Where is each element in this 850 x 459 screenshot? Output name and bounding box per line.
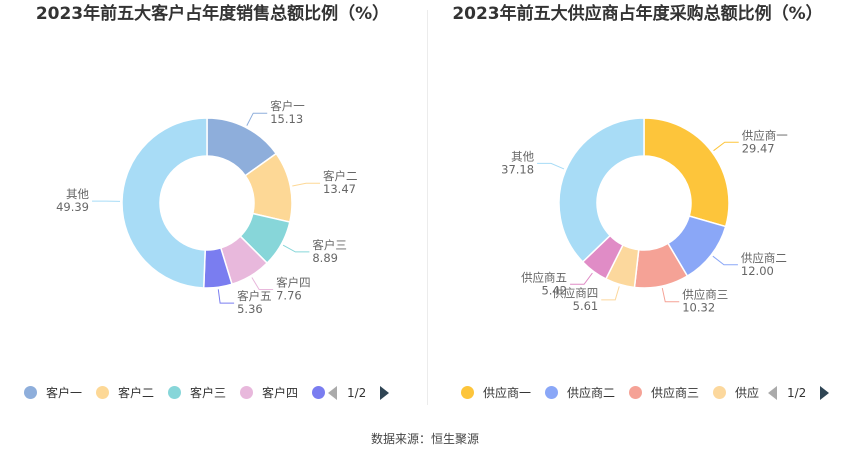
leader-line-supplier-3 bbox=[661, 287, 680, 303]
legend-item-customer-1[interactable]: 客户一 bbox=[24, 385, 82, 401]
chart-panel-customers: 客户一 15.13 客户二 13.47 客户三 8.89 客户四 7.76 客户五 5.36 其他 4… bbox=[0, 0, 425, 420]
slice-customer-6[interactable] bbox=[121, 117, 208, 289]
leader-line-supplier-5 bbox=[570, 272, 593, 285]
slice-label-customer-4: 客户四 bbox=[276, 276, 311, 290]
legend-item-label: 供应商一 bbox=[483, 386, 532, 400]
slice-value-supplier-3: 10.32 bbox=[682, 301, 715, 315]
leader-line-supplier-1 bbox=[713, 141, 739, 152]
legend-item-supplier-3[interactable]: 供应商三 bbox=[629, 385, 699, 401]
leader-line-customer-3 bbox=[282, 244, 310, 253]
chart-title-customers: 2023年前五大客户占年度销售总额比例（%） bbox=[35, 4, 390, 24]
leader-line-customer-4 bbox=[251, 277, 274, 291]
slice-label-supplier-6: 其他 bbox=[511, 149, 534, 163]
slice-value-customer-5: 5.36 bbox=[237, 302, 263, 316]
chart-panel-suppliers: 供应商一 29.47 供应商二 12.00 供应商三 10.32 供应商四 5.61 供应商五 5… bbox=[425, 0, 850, 420]
slice-label-supplier-2: 供应商二 bbox=[741, 251, 787, 265]
leader-line-supplier-2 bbox=[712, 255, 738, 266]
leader-line-supplier-6 bbox=[537, 162, 565, 170]
leader-line-supplier-4 bbox=[601, 286, 620, 301]
legend-marker-icon bbox=[545, 386, 558, 399]
slice-label-supplier-5: 供应商五 bbox=[521, 270, 567, 284]
slice-label-supplier-3: 供应商三 bbox=[682, 288, 728, 302]
legend-item-label: 供应商三 bbox=[651, 386, 700, 400]
legend-marker-icon bbox=[96, 386, 109, 399]
leader-line-customer-1 bbox=[246, 112, 268, 126]
legend-marker-icon bbox=[461, 386, 474, 399]
slice-value-supplier-1: 29.47 bbox=[742, 141, 775, 155]
legend-next-page-icon[interactable] bbox=[820, 386, 829, 400]
slice-label-customer-2: 客户二 bbox=[323, 169, 358, 183]
slice-label-supplier-4: 供应商四 bbox=[552, 286, 598, 300]
legend-item-label: 客户一 bbox=[46, 386, 83, 400]
legend-item-label: 客户二 bbox=[118, 386, 155, 400]
slice-value-customer-6: 49.39 bbox=[56, 200, 89, 214]
slice-value-supplier-5: 5.42 bbox=[541, 283, 567, 297]
slice-supplier-6[interactable] bbox=[558, 117, 645, 263]
legend-marker-icon bbox=[713, 386, 726, 399]
slice-label-customer-1: 客户一 bbox=[270, 99, 305, 113]
slice-value-customer-1: 15.13 bbox=[270, 112, 303, 126]
legend-marker-icon bbox=[629, 386, 642, 399]
slice-value-supplier-6: 37.18 bbox=[501, 162, 534, 176]
legend-page-indicator: 1/2 bbox=[787, 386, 807, 400]
legend-customers: 客户一 客户二 客户三 客户四客户五 1/2 bbox=[0, 383, 425, 403]
legend-item-supplier-2[interactable]: 供应商二 bbox=[545, 385, 615, 401]
panel-divider bbox=[427, 10, 428, 405]
slice-value-customer-4: 7.76 bbox=[276, 289, 302, 303]
slice-label-customer-5: 客户五 bbox=[237, 289, 271, 303]
legend-prev-page-icon[interactable] bbox=[768, 386, 777, 400]
leader-line-customer-5 bbox=[217, 289, 235, 304]
slice-supplier-1[interactable] bbox=[643, 117, 730, 228]
slice-value-supplier-2: 12.00 bbox=[741, 264, 774, 278]
legend-item-label: 供应商二 bbox=[567, 386, 616, 400]
slice-label-customer-3: 客户三 bbox=[312, 238, 347, 252]
legend-item-customer-2[interactable]: 客户二 bbox=[96, 385, 154, 401]
legend-item-supplier-4[interactable]: 供应 bbox=[713, 385, 759, 401]
legend-next-page-icon[interactable] bbox=[380, 386, 389, 400]
chart-title-suppliers: 2023年前五大供应商占年度采购总额比例（%） bbox=[452, 4, 823, 24]
legend-item-customer-4[interactable]: 客户四 bbox=[240, 385, 298, 401]
leader-line-customer-2 bbox=[292, 182, 321, 187]
data-source-footer: 数据来源：恒生聚源 bbox=[370, 432, 479, 446]
slice-label-supplier-1: 供应商一 bbox=[742, 128, 788, 142]
slice-value-customer-2: 13.47 bbox=[323, 182, 356, 196]
legend-marker-icon bbox=[240, 386, 253, 399]
legend-suppliers: 供应商一 供应商二 供应商三 供应 1/2 bbox=[425, 383, 850, 403]
slice-value-customer-3: 8.89 bbox=[312, 251, 338, 265]
legend-item-customer-5[interactable]: 客户五 bbox=[312, 385, 334, 401]
legend-page-indicator: 1/2 bbox=[347, 386, 367, 400]
legend-item-label: 供应 bbox=[735, 386, 760, 400]
legend-marker-icon bbox=[312, 386, 325, 399]
legend-item-label: 客户三 bbox=[190, 386, 227, 400]
legend-item-supplier-1[interactable]: 供应商一 bbox=[461, 385, 531, 401]
legend-marker-icon bbox=[168, 386, 181, 399]
legend-item-label: 客户四 bbox=[262, 386, 299, 400]
legend-marker-icon bbox=[24, 386, 37, 399]
legend-prev-page-icon[interactable] bbox=[328, 386, 337, 400]
slice-label-customer-6: 其他 bbox=[66, 187, 89, 201]
legend-item-customer-3[interactable]: 客户三 bbox=[168, 385, 226, 401]
slice-value-supplier-4: 5.61 bbox=[573, 299, 599, 313]
